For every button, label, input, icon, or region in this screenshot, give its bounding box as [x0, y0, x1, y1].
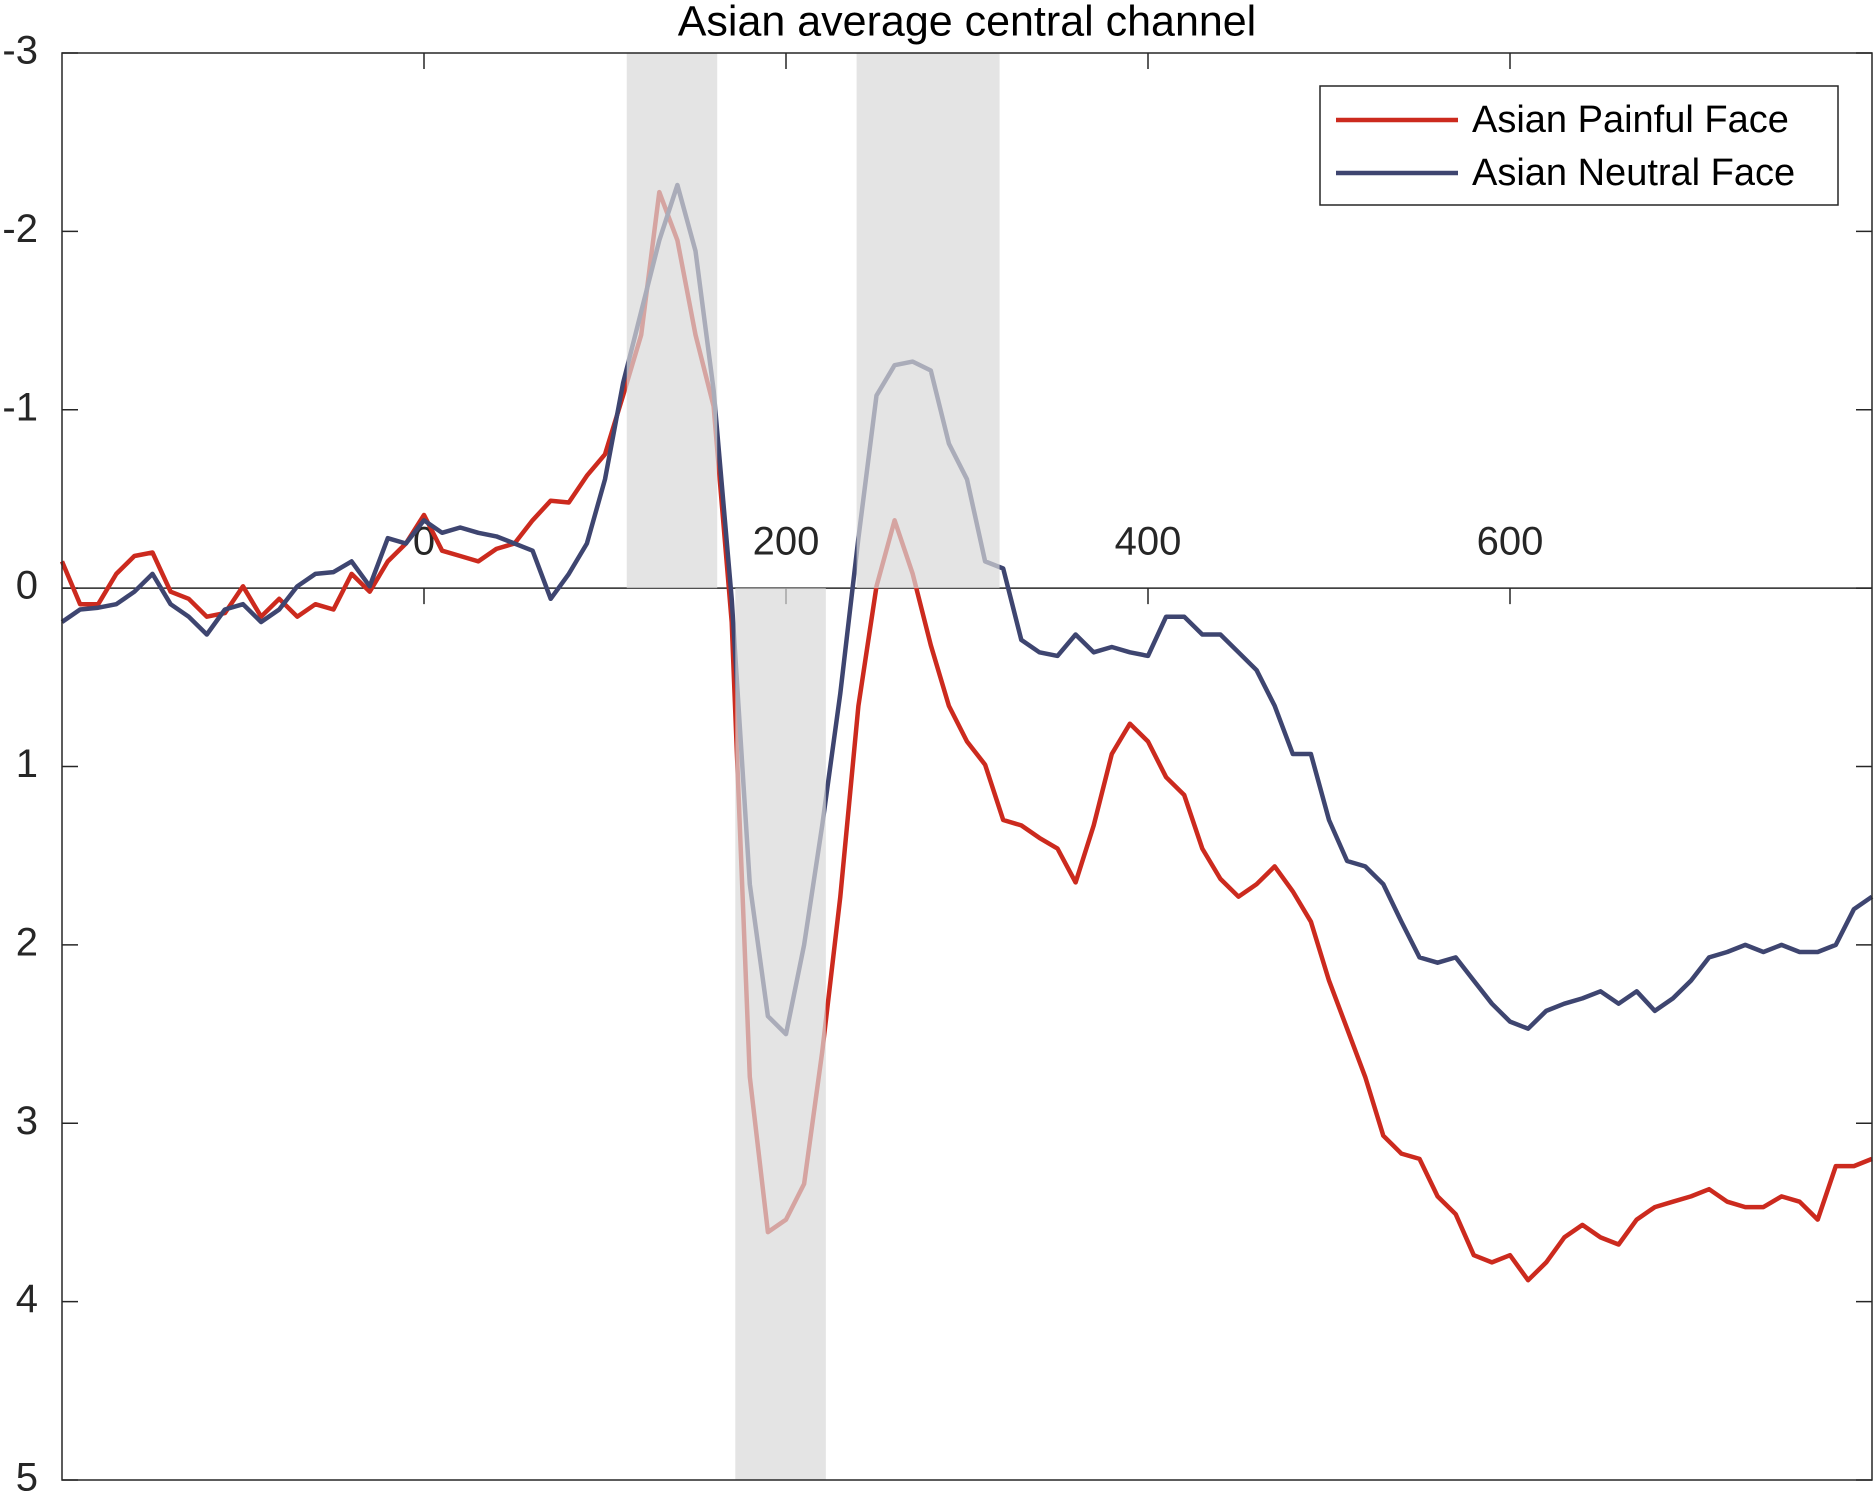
series-line	[59, 189, 1873, 1283]
y-tick-label: 2	[16, 920, 38, 964]
y-tick-label: -2	[2, 207, 38, 251]
y-tick-label: 3	[16, 1099, 38, 1143]
shaded-window	[626, 53, 718, 589]
y-tick-label: 1	[16, 742, 38, 786]
legend: Asian Painful Face Asian Neutral Face	[1319, 85, 1839, 206]
shaded-window	[735, 588, 826, 1480]
x-tick-label: 200	[753, 520, 820, 564]
legend-box	[1319, 85, 1839, 206]
y-tick-label: -3	[2, 29, 38, 73]
y-tick-label: 4	[16, 1277, 38, 1321]
x-tick-label: 400	[1115, 520, 1182, 564]
plot-frame	[61, 52, 1873, 1481]
legend-label: Asian Neutral Face	[1472, 152, 1795, 194]
y-tick-label: -1	[2, 385, 38, 429]
shaded-window	[856, 53, 1000, 589]
chart-title: Asian average central channel	[678, 0, 1256, 45]
y-tick-label: 0	[16, 564, 38, 608]
legend-label: Asian Painful Face	[1472, 99, 1789, 141]
y-tick-label: 5	[16, 1456, 38, 1499]
x-tick-label: 600	[1477, 520, 1544, 564]
